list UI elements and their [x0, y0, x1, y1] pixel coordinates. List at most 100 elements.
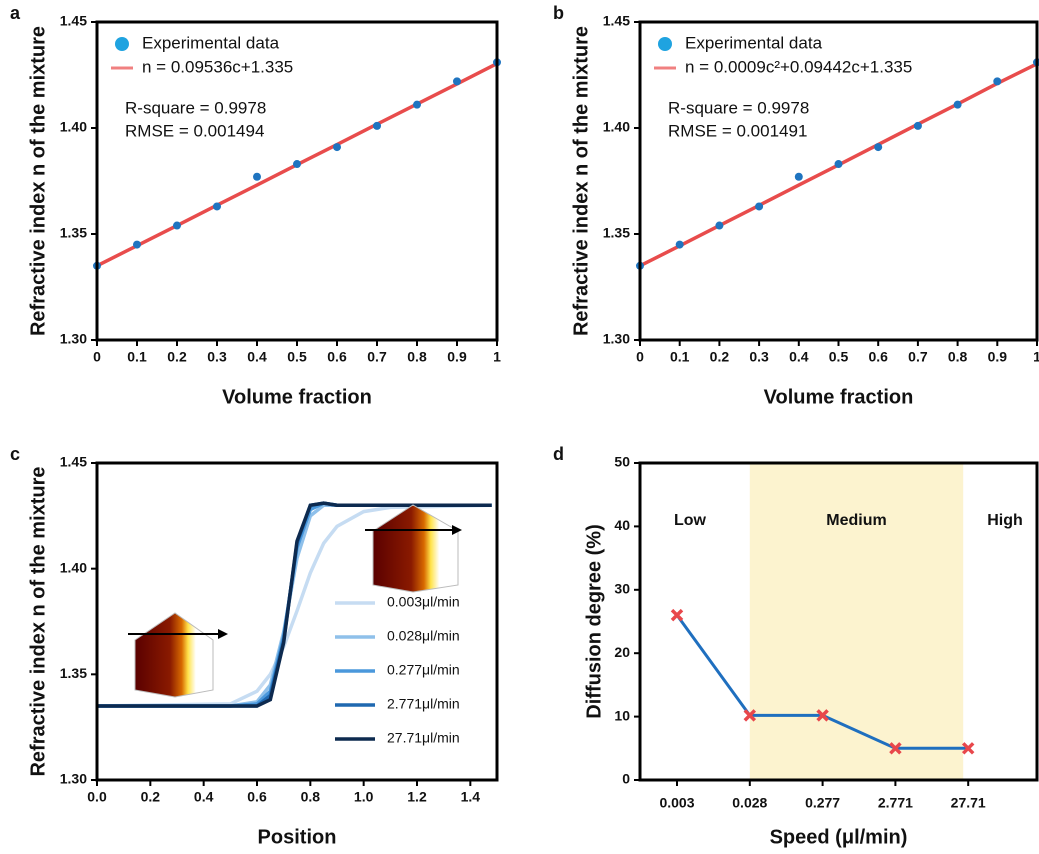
legend-marker: [115, 37, 129, 51]
x-tick-label: 27.71: [951, 795, 986, 811]
x-tick-label: 0.6: [247, 789, 267, 805]
legend-label: 27.71μl/min: [387, 730, 460, 746]
y-tick-label: 1.45: [603, 13, 630, 29]
y-tick-label: 0: [622, 771, 630, 787]
data-point: [373, 121, 381, 130]
legend-label: n = 0.0009c²+0.09442c+1.335: [685, 57, 912, 76]
y-tick-label: 50: [614, 454, 630, 470]
x-tick-label: 0.9: [988, 349, 1008, 365]
x-marker: [961, 742, 975, 755]
x-tick-label: 0.277: [805, 795, 840, 811]
annotation: RMSE = 0.001491: [668, 121, 807, 140]
x-tick-label: 1: [493, 349, 501, 365]
x-tick-label: 0.5: [829, 349, 849, 365]
panel-label: d: [553, 444, 564, 464]
region-label: High: [987, 512, 1023, 529]
data-point: [755, 202, 764, 211]
x-tick-label: 0.2: [141, 789, 161, 805]
y-axis-title: Refractive index n of the mixture: [27, 466, 49, 776]
y-tick-label: 1.40: [60, 119, 87, 135]
y-tick-label: 40: [614, 517, 630, 533]
y-tick-label: 1.40: [60, 559, 87, 575]
x-axis-title: Position: [258, 826, 337, 848]
legend-marker: [658, 37, 672, 51]
data-point: [213, 202, 221, 211]
data-point: [715, 221, 724, 230]
x-tick-label: 0: [636, 349, 644, 365]
data-point: [834, 160, 843, 169]
x-tick-label: 0.1: [670, 349, 690, 365]
plot-frame: [95, 20, 499, 342]
y-tick-label: 30: [614, 581, 630, 597]
y-axis-title: Refractive index n of the mixture: [570, 26, 592, 336]
x-tick-label: 1.0: [354, 789, 374, 805]
x-marker: [743, 709, 757, 722]
plot-frame: [638, 20, 1039, 342]
annotation: R-square = 0.9978: [668, 98, 809, 117]
legend-label: 0.277μl/min: [387, 662, 460, 678]
legend-label: Experimental data: [685, 33, 823, 52]
x-tick-label: 0.4: [789, 349, 809, 365]
data-point: [874, 143, 883, 152]
data-point: [953, 100, 962, 109]
x-tick-label: 0.8: [407, 349, 427, 365]
x-tick-label: 0.9: [447, 349, 467, 365]
x-tick-label: 0.4: [194, 789, 214, 805]
x-axis-title: Volume fraction: [764, 386, 914, 408]
panel-label: c: [10, 444, 20, 464]
y-axis-title: Refractive index n of the mixture: [27, 26, 49, 336]
x-tick-label: 1.2: [407, 789, 427, 805]
data-point: [413, 100, 421, 109]
x-tick-label: 0.6: [868, 349, 888, 365]
inset-arrowhead: [218, 629, 228, 639]
series-line: [97, 501, 492, 708]
x-tick-label: 0.4: [247, 349, 267, 365]
x-tick-label: 0.5: [287, 349, 307, 365]
data-point: [794, 172, 803, 181]
x-tick-label: 0: [93, 349, 101, 365]
region-label: Medium: [826, 512, 886, 529]
y-tick-label: 1.40: [603, 119, 630, 135]
x-tick-label: 0.2: [710, 349, 730, 365]
x-tick-label: 0.6: [327, 349, 347, 365]
x-tick-label: 0.0: [87, 789, 107, 805]
x-tick-label: 0.7: [367, 349, 387, 365]
data-point: [333, 143, 341, 152]
inset-hexagon: [134, 612, 214, 698]
data-point: [133, 240, 141, 249]
y-tick-label: 1.45: [60, 13, 87, 29]
data-point: [913, 121, 922, 130]
y-tick-label: 1.30: [60, 331, 87, 347]
x-tick-label: 1.4: [461, 789, 481, 805]
x-tick-label: 0.1: [127, 349, 147, 365]
x-tick-label: 0.3: [207, 349, 227, 365]
inset-arrowhead: [452, 525, 462, 535]
x-marker: [670, 608, 684, 622]
series-line: [96, 503, 492, 708]
legend-label: n = 0.09536c+1.335: [142, 57, 293, 76]
legend-label: Experimental data: [142, 33, 280, 52]
x-tick-label: 0.2: [167, 349, 187, 365]
data-point: [293, 160, 301, 169]
legend-label: 0.028μl/min: [387, 628, 460, 644]
annotation: R-square = 0.9978: [125, 98, 266, 117]
inset-hexagon: [372, 504, 459, 593]
data-point: [993, 77, 1002, 86]
x-marker: [816, 709, 829, 722]
y-tick-label: 1.35: [603, 225, 630, 241]
panel-label: a: [10, 3, 21, 23]
legend-label: 2.771μl/min: [387, 696, 460, 712]
plot-frame: [95, 461, 499, 782]
y-tick-label: 1.45: [60, 454, 87, 470]
x-tick-label: 0.3: [749, 349, 769, 365]
y-tick-label: 1.35: [60, 225, 87, 241]
y-axis-title: Diffusion degree (%): [583, 524, 605, 718]
region-label: Low: [674, 512, 707, 529]
x-tick-label: 1: [1033, 349, 1039, 365]
y-tick-label: 1.35: [60, 665, 87, 681]
annotation: RMSE = 0.001494: [125, 121, 264, 140]
panel-label: b: [553, 3, 564, 23]
data-point: [253, 172, 261, 181]
inset-images: [128, 504, 462, 698]
